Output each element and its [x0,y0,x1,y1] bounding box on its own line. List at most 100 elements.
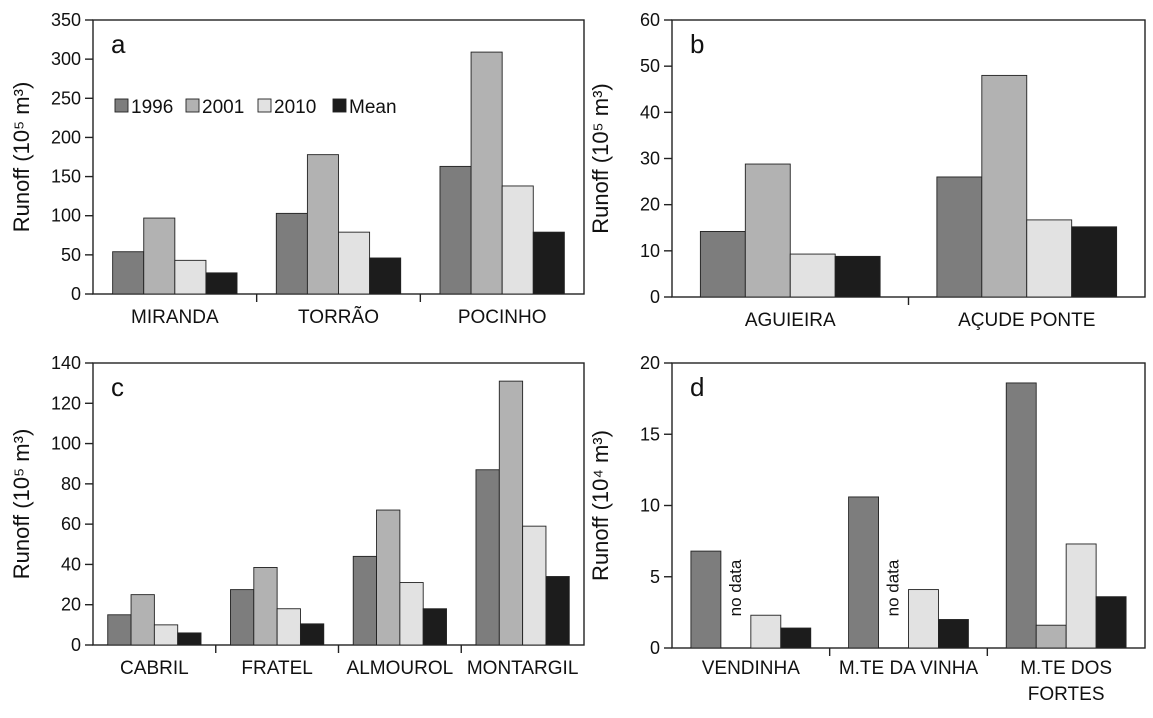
y-tick-label: 140 [51,353,81,373]
y-tick-label: 200 [51,127,81,147]
x-category-label: VENDINHA [702,658,801,679]
bar-1996-m-te-dos-fortes [1005,382,1037,649]
bar-2001-miranda [143,217,176,295]
panel-label: c [111,372,124,402]
y-tick-label: 20 [640,195,660,215]
x-category-label: AÇUDE PONTE [958,310,1095,331]
legend-swatch-2010 [257,98,272,113]
y-tick-label: 80 [61,474,81,494]
bar-2010-cabril [153,624,179,646]
bar-2001-a-ude-ponte [981,74,1028,298]
bar-mean-m-te-da-vinha [938,619,969,649]
bar-1996-montargil [475,469,500,646]
legend-label-1996: 1996 [131,97,173,118]
bar-1996-miranda [112,251,145,295]
bar-2010-m-te-da-vinha [908,589,939,649]
bar-2001-montargil [498,380,524,646]
x-category-label: M.TE DA VINHA [839,658,979,679]
bar-2001-almourol [376,509,401,646]
bar-mean-cabril [177,632,202,646]
y-axis-label: Runoff (10⁵ m³) [9,429,34,580]
bar-mean-vendinha [780,627,812,649]
y-tick-label: 20 [640,353,660,373]
y-tick-label: 40 [640,102,660,122]
y-tick-label: 20 [61,595,81,615]
y-axis-label: Runoff (10⁴ m³) [588,430,613,581]
bar-2001-fratel [253,567,278,646]
legend-label-mean: Mean [349,97,397,118]
bar-mean-m-te-dos-fortes [1095,596,1127,649]
bar-1996-fratel [230,589,255,646]
y-tick-label: 150 [51,167,81,187]
y-tick-label: 5 [650,567,660,587]
legend-label-2001: 2001 [202,97,244,118]
y-tick-label: 0 [650,287,660,307]
y-tick-label: 50 [640,56,660,76]
bar-1996-vendinha [690,550,722,649]
x-category-label: MIRANDA [131,307,219,328]
panel-b: 0 10 20 30 40 50 60 Runoff (10⁵ m³) b AGUIEIRA AÇU… [588,10,1146,331]
x-category-label: AGUIEIRA [745,310,836,331]
panel-label: a [111,29,126,59]
y-tick-label: 10 [640,241,660,261]
y-tick-label: 0 [71,284,81,304]
y-tick-label: 40 [61,554,81,574]
no-data-annotation: no data [726,559,745,616]
y-tick-label: 0 [650,638,660,658]
bar-mean-torr-o [369,257,402,295]
panel-d: 0 5 10 15 20 Runoff (10⁴ m³) d no data VENDINHA n… [588,353,1146,705]
y-tick-label: 10 [640,496,660,516]
bar-2010-almourol [399,582,424,646]
bar-2001-aguieira [744,163,791,298]
bar-2010-montargil [522,525,547,646]
x-category-label: TORRÃO [298,306,379,328]
bar-2001-pocinho [470,51,503,295]
y-axis-label: Runoff (10⁵ m³) [588,83,613,234]
legend: 1996 2001 2010 Mean [114,97,397,118]
panel-label: b [690,29,704,59]
x-category-label: POCINHO [458,307,547,328]
bar-mean-almourol [422,608,447,646]
bar-2010-a-ude-ponte [1026,219,1073,298]
y-tick-label: 50 [61,245,81,265]
bar-mean-miranda [205,272,238,295]
bar-1996-aguieira [699,230,746,298]
bar-2010-m-te-dos-fortes [1065,543,1097,649]
x-category-label: FRATEL [241,658,312,679]
y-tick-label: 30 [640,149,660,169]
legend-swatch-1996 [114,98,129,113]
bar-mean-aguieira [834,255,881,298]
bar-2001-m-te-dos-fortes [1035,624,1067,649]
bar-1996-almourol [352,555,378,646]
panel-a: 0 50 100 150 200 250 300 350 Runoff (10⁵ m³) a MIR… [9,10,585,328]
y-tick-label: 300 [51,49,81,69]
legend-swatch-mean [332,98,347,113]
bar-mean-pocinho [532,231,565,295]
bar-1996-torr-o [275,212,308,295]
legend-swatch-2001 [185,98,200,113]
y-tick-label: 120 [51,393,81,413]
bar-mean-fratel [299,623,325,646]
bar-2010-aguieira [789,253,836,298]
bar-2010-vendinha [750,614,782,649]
bar-2001-cabril [130,594,155,646]
x-category-label: ALMOUROL [347,658,454,679]
bar-2001-torr-o [306,154,339,295]
bar-1996-cabril [107,614,132,646]
y-tick-label: 250 [51,88,81,108]
bar-1996-pocinho [439,165,472,295]
y-tick-label: 60 [61,514,81,534]
x-category-label: CABRIL [120,658,189,679]
x-category-label: M.TE DOS FORTES [1020,658,1112,705]
bar-2010-torr-o [338,231,371,295]
y-tick-label: 350 [51,10,81,30]
y-tick-label: 0 [71,635,81,655]
bar-2010-pocinho [501,185,534,295]
y-tick-label: 100 [51,206,81,226]
bar-1996-m-te-da-vinha [848,496,879,649]
y-tick-label: 15 [640,424,660,444]
bar-1996-a-ude-ponte [936,176,983,298]
panel-c: 0 20 40 60 80 100 120 140 Runoff (10⁵ m³) c CABRIL… [9,353,585,679]
